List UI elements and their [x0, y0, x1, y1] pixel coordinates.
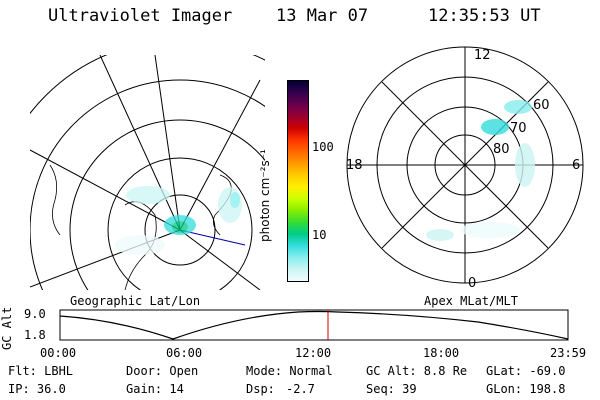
auroral-emission — [115, 186, 242, 255]
terminator-line — [179, 229, 246, 246]
glon-label: GLon: 198.8 — [486, 382, 566, 396]
time-tick-2359: 23:59 — [550, 346, 587, 360]
colorbar — [287, 80, 309, 282]
altitude-ylabel: GC Alt — [0, 306, 14, 350]
colorbar-tick-100: 100 — [312, 140, 334, 154]
meridian-line — [99, 55, 181, 231]
altitude-plot-frame — [59, 309, 569, 341]
altitude-plot — [59, 309, 569, 341]
lat-circle — [30, 55, 265, 115]
filter-label: Flt: LBHL — [8, 364, 74, 378]
colorbar-label: photon cm⁻²s⁻¹ — [258, 149, 272, 242]
altitude-ytick-low: 1.8 — [24, 328, 46, 342]
glat-label: GLat: -69.0 — [486, 364, 566, 378]
dsp-label: Dsp: — [246, 382, 275, 396]
lat-circle — [30, 79, 265, 290]
time-tick-0600: 06:00 — [166, 346, 203, 360]
mlat-label-80: 80 — [493, 142, 510, 157]
meridian-line — [179, 79, 261, 231]
date-label: 13 Mar 07 — [276, 6, 369, 26]
mlt-label-12: 12 — [474, 48, 491, 63]
coastline — [49, 164, 61, 236]
gc-alt-label: GC Alt: 8.8 Re — [366, 364, 468, 378]
auroral-oval — [426, 100, 535, 241]
colorbar-tick-10: 10 — [312, 228, 327, 242]
time-tick-1200: 12:00 — [295, 346, 332, 360]
magnetic-map-label: Apex MLat/MLT — [424, 294, 518, 308]
meridian-line — [154, 55, 181, 231]
title-bar: Ultraviolet Imager 13 Mar 07 12:35:53 UT — [0, 0, 600, 40]
lat-circle — [107, 157, 253, 290]
gain-label: Gain: 14 — [126, 382, 184, 396]
time-label: 12:35:53 UT — [428, 6, 541, 26]
time-tick-0000: 00:00 — [40, 346, 77, 360]
instrument-title: Ultraviolet Imager — [48, 6, 233, 26]
altitude-curve — [59, 310, 569, 340]
dsp-value: -2.7 — [286, 382, 315, 396]
mlt-label-18: 18 — [346, 158, 363, 173]
altitude-ytick-high: 9.0 — [24, 307, 46, 321]
door-label: Door: Open — [126, 364, 199, 378]
meridian-line — [179, 229, 261, 290]
mlat-label-60: 60 — [533, 98, 550, 113]
seq-label: Seq: 39 — [366, 382, 417, 396]
lat-circle — [144, 194, 216, 266]
geographic-map-label: Geographic Lat/Lon — [70, 294, 201, 308]
geographic-map — [30, 55, 265, 290]
altitude-ylabel-wrapper: GC Alt — [0, 307, 22, 352]
mlt-label-6: 6 — [572, 158, 580, 173]
lat-circle — [69, 119, 265, 290]
colorbar-gradient — [288, 81, 308, 281]
time-tick-1800: 18:00 — [423, 346, 460, 360]
mlt-label-0: 0 — [468, 276, 476, 290]
magnetic-polar-map: 12 18 6 0 60 70 80 — [346, 46, 584, 290]
ip-label: IP: 36.0 — [8, 382, 66, 396]
mlat-label-70: 70 — [510, 121, 527, 136]
mode-label: Mode: Normal — [246, 364, 333, 378]
